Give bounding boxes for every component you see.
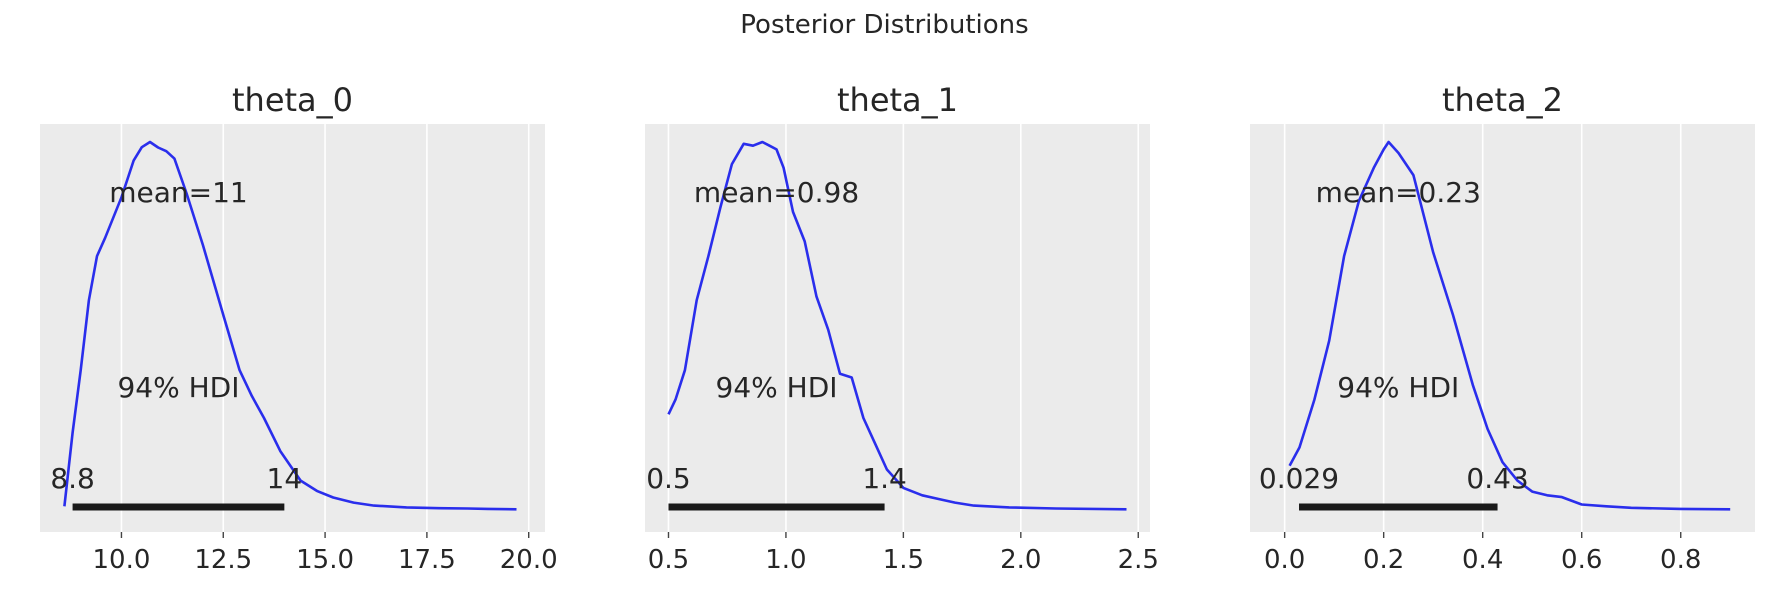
x-tick-label: 0.4 [1462,545,1503,575]
hdi-lower-label: 8.8 [50,462,95,495]
mean-label: mean=0.23 [1316,176,1481,209]
x-tick-label: 0.0 [1264,545,1305,575]
hdi-lower-label: 0.5 [646,462,691,495]
mean-label: mean=0.98 [694,176,859,209]
x-tick-label: 20.0 [500,545,558,575]
figure-title: Posterior Distributions [740,10,1029,40]
x-tick-label: 0.5 [648,545,689,575]
hdi-upper-label: 0.43 [1466,462,1528,495]
x-tick-label: 1.0 [765,545,806,575]
plot-background [645,124,1150,532]
subplot-title: theta_2 [1442,81,1563,119]
hdi-label: 94% HDI [117,371,239,404]
hdi-upper-label: 1.4 [862,462,907,495]
kde-line [1288,140,1731,511]
hdi-label: 94% HDI [1337,371,1459,404]
subplot-title: theta_1 [837,81,958,119]
x-tick-label: 12.5 [194,545,252,575]
kde-line [667,140,1127,511]
panel-theta-1: 0.5 1.0 1.5 2.0 2.5 theta_1 0.5 1.4 94% HDI mean=… [645,81,1159,575]
x-tick-label: 17.5 [398,545,456,575]
panel-theta-2: 0.0 0.2 0.4 0.6 0.8 theta_2 0.029 0.43 94% HDI me… [1250,81,1755,575]
subplot-title: theta_0 [232,81,353,119]
hdi-lower-label: 0.029 [1259,462,1339,495]
hdi-label: 94% HDI [716,371,838,404]
x-tick-label: 0.2 [1363,545,1404,575]
x-tick-label: 0.6 [1561,545,1602,575]
x-tick-label: 1.5 [883,545,924,575]
panel-theta-0: 10.0 12.5 15.0 17.5 20.0 theta_0 8.8 14 94% HDI m… [40,81,558,575]
x-tick-label: 10.0 [93,545,151,575]
x-tick-label: 2.0 [1000,545,1041,575]
mean-label: mean=11 [109,176,248,209]
x-tick-label: 15.0 [296,545,354,575]
hdi-upper-label: 14 [267,462,303,495]
x-tick-label: 2.5 [1118,545,1159,575]
kde-line [63,140,517,511]
x-tick-label: 0.8 [1660,545,1701,575]
